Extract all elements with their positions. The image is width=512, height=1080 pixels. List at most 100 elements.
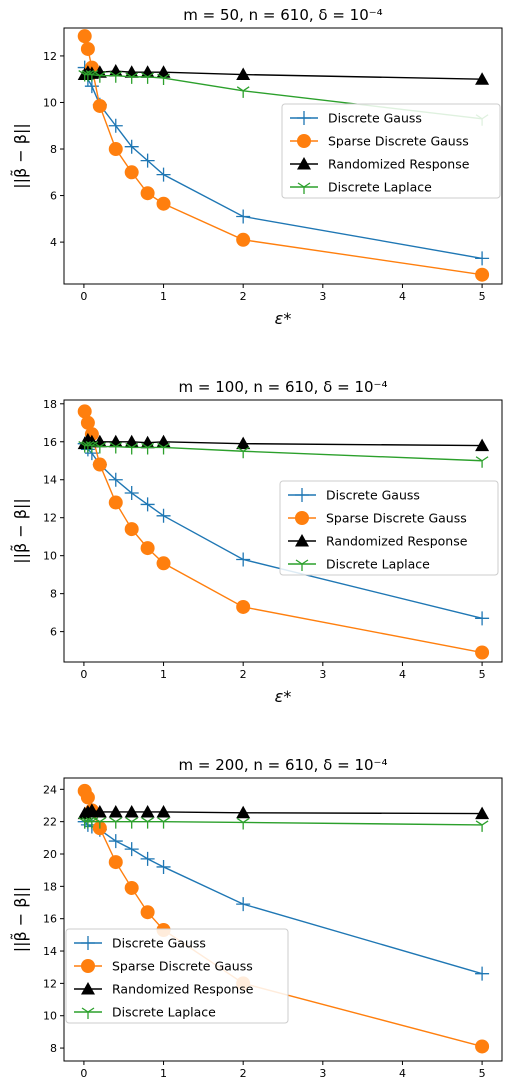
y-tick-label: 10 <box>43 1010 57 1023</box>
data-point <box>475 966 490 981</box>
series-line <box>84 821 483 975</box>
data-point <box>236 209 251 224</box>
legend-label: Discrete Gauss <box>112 936 206 951</box>
y-tick-label: 14 <box>43 474 57 487</box>
x-tick-label: 4 <box>399 668 406 681</box>
legend-marker <box>295 488 309 502</box>
y-tick-label: 16 <box>43 913 57 926</box>
legend-box <box>65 928 289 1024</box>
legend-label: Randomized Response <box>326 534 468 549</box>
x-tick-label: 3 <box>319 668 326 681</box>
x-axis-label: ε* <box>275 687 292 706</box>
data-point <box>236 817 250 830</box>
legend-label: Sparse Discrete Gauss <box>326 511 467 526</box>
legend-item: Discrete Laplace <box>290 180 432 195</box>
data-point <box>125 817 139 829</box>
data-point <box>108 804 123 818</box>
plot-area-frame <box>63 399 503 663</box>
data-point <box>236 897 251 912</box>
series-discrete-laplace <box>78 817 489 832</box>
x-tick-label: 0 <box>80 290 87 303</box>
data-point <box>140 851 155 866</box>
chart-panel-2: m = 100, n = 610, δ = 10⁻⁴0 1 2 3 4 568101214… <box>11 378 503 706</box>
legend-marker <box>81 1007 95 1019</box>
data-point <box>156 434 171 448</box>
legend-box <box>279 480 499 576</box>
series-line <box>84 73 483 120</box>
legend-item: Discrete Laplace <box>288 557 430 572</box>
legend-label: Sparse Discrete Gauss <box>328 134 469 149</box>
data-point <box>140 65 155 78</box>
data-point <box>93 817 107 829</box>
legend-item: Sparse Discrete Gauss <box>74 959 253 974</box>
data-point <box>85 817 99 829</box>
legend-item: Sparse Discrete Gauss <box>288 511 467 526</box>
legend-item: Discrete Laplace <box>74 1005 216 1020</box>
y-tick-label: 12 <box>43 50 57 63</box>
series-randomized-response <box>77 803 490 820</box>
data-point <box>108 118 123 133</box>
x-tick-label: 1 <box>160 668 167 681</box>
data-point <box>140 497 155 512</box>
data-point <box>156 196 171 211</box>
legend: Discrete Gauss Sparse Discrete Gauss Rando… <box>65 928 289 1024</box>
y-axis-label: ||β̃ − β|| <box>11 123 30 189</box>
legend-item: Sparse Discrete Gauss <box>290 134 469 149</box>
plot-area-frame <box>63 777 503 1062</box>
y-tick-label: 10 <box>43 96 57 109</box>
y-tick-label: 4 <box>50 236 57 249</box>
x-tick-label: 3 <box>319 1067 326 1080</box>
legend-marker <box>81 982 95 995</box>
x-tick-label: 1 <box>160 1067 167 1080</box>
data-point <box>475 267 490 282</box>
legend-label: Discrete Gauss <box>328 111 422 126</box>
data-point <box>236 446 250 459</box>
data-point <box>109 817 123 829</box>
data-point <box>80 41 95 56</box>
data-point <box>109 71 123 83</box>
legend-marker <box>297 111 311 125</box>
y-tick-label: 8 <box>50 143 57 156</box>
series-randomized-response <box>77 64 490 85</box>
x-tick-label: 1 <box>160 290 167 303</box>
data-point <box>108 64 123 77</box>
data-point <box>236 599 251 614</box>
x-tick-label: 0 <box>80 668 87 681</box>
legend-item: Randomized Response <box>74 982 254 997</box>
y-tick-label: 12 <box>43 977 57 990</box>
data-point <box>475 645 490 660</box>
data-point <box>125 72 139 84</box>
legend: Discrete Gauss Sparse Discrete Gauss Rando… <box>281 103 501 199</box>
legend-marker <box>81 959 95 973</box>
y-tick-label: 12 <box>43 512 57 525</box>
legend-item: Randomized Response <box>290 157 470 172</box>
data-point <box>156 167 171 182</box>
data-point <box>124 880 139 895</box>
data-point <box>475 251 490 266</box>
legend-item: Discrete Gauss <box>74 936 206 951</box>
data-point <box>236 552 251 567</box>
y-axis-label: ||β̃ − β|| <box>11 498 30 564</box>
x-tick-label: 2 <box>240 290 247 303</box>
legend-marker <box>295 534 309 547</box>
series-sparse-discrete-gauss <box>77 404 490 660</box>
legend-marker <box>297 157 311 170</box>
legend-label: Discrete Gauss <box>326 488 420 503</box>
data-point <box>92 804 107 818</box>
legend-item: Discrete Gauss <box>290 111 422 126</box>
data-point <box>475 806 490 820</box>
data-point <box>157 73 170 86</box>
legend-marker <box>295 511 309 525</box>
x-tick-label: 5 <box>479 290 486 303</box>
data-point <box>156 65 171 78</box>
data-point <box>236 232 251 247</box>
data-point <box>124 434 139 448</box>
legend-label: Randomized Response <box>328 157 470 172</box>
series-line <box>84 444 483 462</box>
data-point <box>140 186 155 201</box>
data-point <box>236 67 251 81</box>
data-point <box>124 522 139 537</box>
series-line <box>84 820 483 826</box>
data-point <box>124 486 139 501</box>
